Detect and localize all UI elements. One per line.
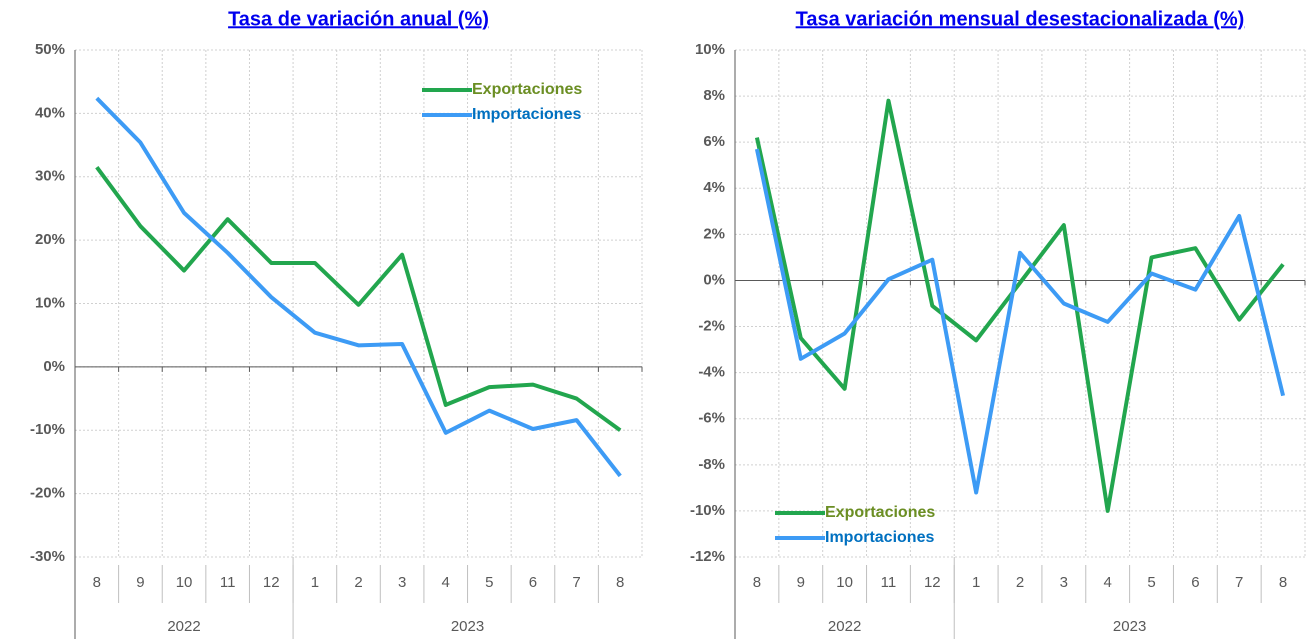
x-tick-label: 7: [572, 574, 580, 591]
y-tick-label: -12%: [690, 548, 725, 565]
y-tick-label: -8%: [698, 456, 725, 473]
x-tick-label: 8: [753, 574, 761, 591]
x-tick-label: 3: [398, 574, 406, 591]
x-tick-label: 7: [1235, 574, 1243, 591]
group-label: 2023: [1113, 618, 1146, 635]
series-line: [95, 96, 622, 478]
y-tick-label: 6%: [703, 133, 725, 150]
y-tick-label: 0%: [703, 271, 725, 288]
x-tick-label: 8: [93, 574, 101, 591]
x-tick-label: 11: [220, 574, 236, 591]
y-tick-label: 8%: [703, 87, 725, 104]
x-tick-label: 6: [1191, 574, 1199, 591]
group-label: 2023: [451, 618, 484, 635]
x-tick-label: 1: [311, 574, 319, 591]
x-tick-label: 10: [176, 574, 193, 591]
y-tick-label: -10%: [690, 502, 725, 519]
series-line: [754, 148, 1286, 495]
x-tick-label: 5: [1147, 574, 1155, 591]
x-tick-label: 11: [881, 574, 897, 591]
legend-label: Exportaciones: [825, 504, 935, 521]
series-line: [754, 98, 1285, 513]
y-tick-label: 40%: [35, 104, 65, 121]
chart-title: Tasa variación mensual desestacionalizad…: [796, 8, 1245, 30]
legend-label: Exportaciones: [472, 81, 582, 98]
x-tick-label: 12: [263, 574, 280, 591]
y-tick-label: 2%: [703, 225, 725, 242]
group-label: 2022: [828, 618, 861, 635]
y-tick-label: 4%: [703, 179, 725, 196]
y-tick-label: -10%: [30, 421, 65, 438]
group-label: 2022: [167, 618, 200, 635]
x-tick-label: 1: [972, 574, 980, 591]
y-tick-label: 20%: [35, 231, 65, 248]
x-tick-label: 6: [529, 574, 537, 591]
x-tick-label: 4: [1104, 574, 1112, 591]
y-tick-label: -4%: [698, 364, 725, 381]
x-tick-label: 10: [836, 574, 853, 591]
chart-title: Tasa de variación anual (%): [228, 8, 489, 30]
x-tick-label: 5: [485, 574, 493, 591]
y-tick-label: -2%: [698, 318, 725, 335]
y-tick-label: 10%: [695, 41, 725, 58]
y-tick-label: -20%: [30, 485, 65, 502]
y-tick-label: -6%: [698, 410, 725, 427]
x-tick-label: 9: [797, 574, 805, 591]
x-tick-label: 12: [924, 574, 941, 591]
legend-label: Importaciones: [472, 106, 581, 123]
y-tick-label: 10%: [35, 294, 65, 311]
y-tick-label: 50%: [35, 41, 65, 58]
x-tick-label: 9: [136, 574, 144, 591]
y-tick-label: 30%: [35, 168, 65, 185]
x-tick-label: 8: [1279, 574, 1287, 591]
x-tick-label: 2: [354, 574, 362, 591]
x-tick-label: 4: [442, 574, 450, 591]
x-tick-label: 8: [616, 574, 624, 591]
series-line: [95, 166, 622, 432]
legend-label: Importaciones: [825, 529, 934, 546]
x-tick-label: 3: [1060, 574, 1068, 591]
y-tick-label: -30%: [30, 548, 65, 565]
y-tick-label: 0%: [43, 358, 65, 375]
x-tick-label: 2: [1016, 574, 1024, 591]
